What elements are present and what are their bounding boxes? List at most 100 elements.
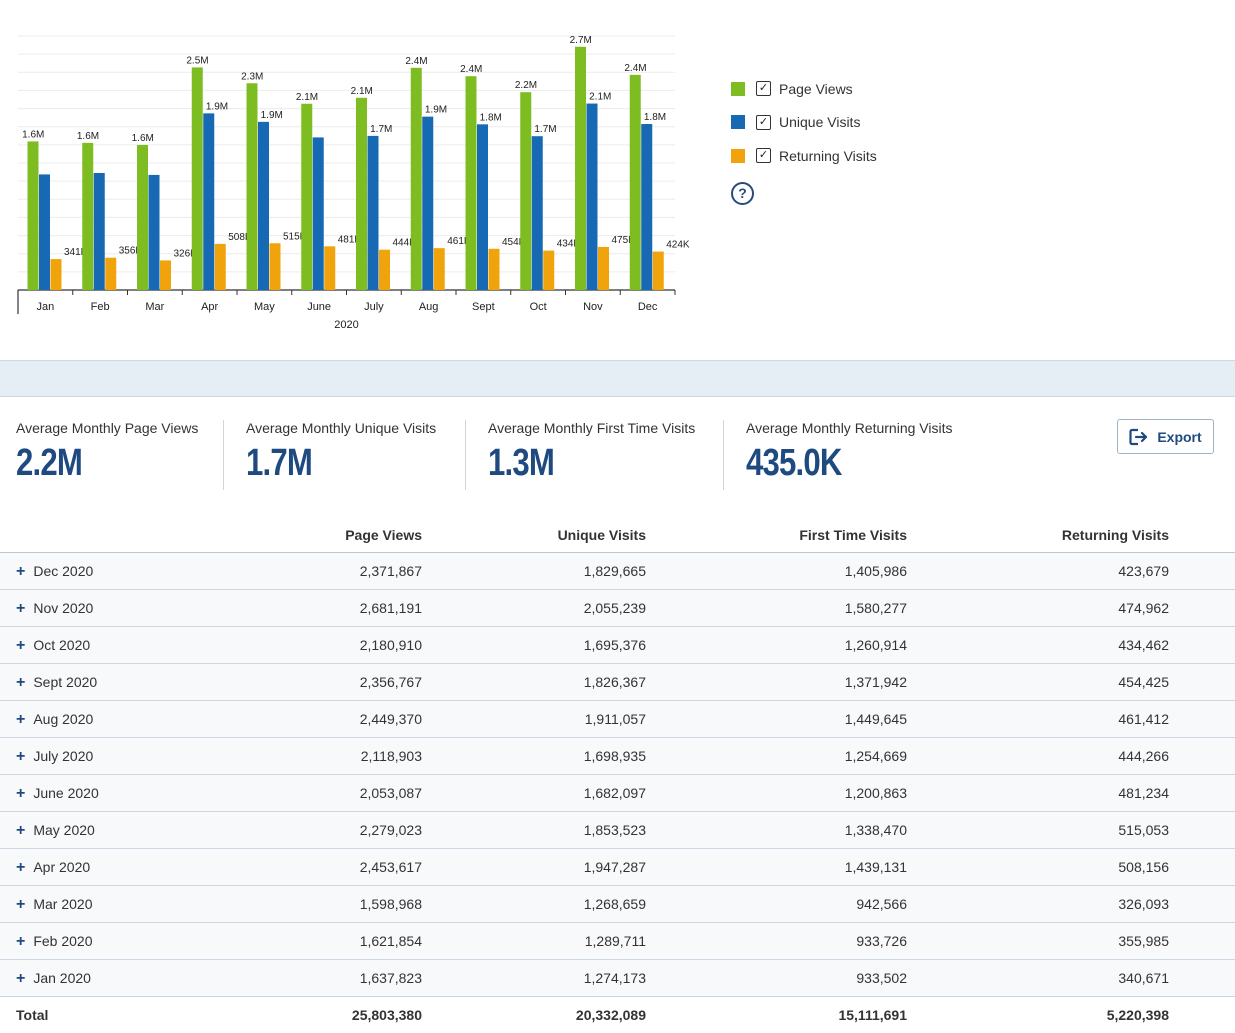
table-header-row: Page Views Unique Visits First Time Visi… bbox=[0, 518, 1235, 553]
bar-data-label: 2.5M bbox=[186, 55, 208, 66]
table-row[interactable]: + Aug 2020 2,449,370 1,911,057 1,449,645 461,… bbox=[0, 701, 1235, 738]
month-cell: + Nov 2020 bbox=[16, 590, 93, 627]
first-time-visits-cell: 1,254,669 bbox=[844, 748, 907, 764]
table-row[interactable]: + Oct 2020 2,180,910 1,695,376 1,260,914 434,… bbox=[0, 627, 1235, 664]
export-button[interactable]: Export bbox=[1117, 419, 1214, 454]
checkbox-icon[interactable]: ✓ bbox=[756, 81, 771, 96]
stat-label: Average Monthly Page Views bbox=[16, 420, 199, 436]
unique-visits-cell: 1,695,376 bbox=[583, 637, 646, 653]
month-cell: + Mar 2020 bbox=[16, 886, 93, 923]
total-first-time-visits: 15,111,691 bbox=[838, 1007, 907, 1023]
x-tick-label: May bbox=[254, 301, 275, 313]
expand-plus-icon[interactable]: + bbox=[16, 785, 26, 802]
page-views-cell: 2,371,867 bbox=[359, 563, 422, 579]
expand-plus-icon[interactable]: + bbox=[16, 933, 26, 950]
table-row[interactable]: + Nov 2020 2,681,191 2,055,239 1,580,277 474,… bbox=[0, 590, 1235, 627]
expand-plus-icon[interactable]: + bbox=[16, 600, 26, 617]
stat-label: Average Monthly Unique Visits bbox=[246, 420, 437, 436]
bar-unique-visits bbox=[641, 124, 653, 290]
table-row[interactable]: + May 2020 2,279,023 1,853,523 1,338,470 515,… bbox=[0, 812, 1235, 849]
bar-data-label: 1.6M bbox=[22, 129, 44, 140]
first-time-visits-cell: 933,726 bbox=[856, 933, 907, 949]
column-header-first-time-visits[interactable]: First Time Visits bbox=[799, 527, 907, 543]
monthly-table: Page Views Unique Visits First Time Visi… bbox=[0, 518, 1235, 1033]
bar-data-label: 2.7M bbox=[570, 35, 592, 46]
column-header-page-views[interactable]: Page Views bbox=[345, 527, 422, 543]
expand-plus-icon[interactable]: + bbox=[16, 748, 26, 765]
table-row[interactable]: + Mar 2020 1,598,968 1,268,659 942,566 326,09… bbox=[0, 886, 1235, 923]
unique-visits-cell: 1,829,665 bbox=[583, 563, 646, 579]
table-row[interactable]: + Jan 2020 1,637,823 1,274,173 933,502 340,67… bbox=[0, 960, 1235, 997]
question-circle-icon[interactable]: ? bbox=[731, 182, 754, 205]
bar-returning-visits bbox=[379, 249, 390, 290]
expand-plus-icon[interactable]: + bbox=[16, 822, 26, 839]
table-row[interactable]: + Sept 2020 2,356,767 1,826,367 1,371,942 454… bbox=[0, 664, 1235, 701]
bar-data-label: 1.6M bbox=[132, 133, 154, 144]
unique-visits-cell: 1,947,287 bbox=[583, 859, 646, 875]
expand-plus-icon[interactable]: + bbox=[16, 896, 26, 913]
x-tick-label: Nov bbox=[583, 301, 603, 313]
column-header-unique-visits[interactable]: Unique Visits bbox=[557, 527, 646, 543]
table-row[interactable]: + July 2020 2,118,903 1,698,935 1,254,669 444… bbox=[0, 738, 1235, 775]
month-cell: + Aug 2020 bbox=[16, 701, 93, 738]
returning-visits-cell: 340,671 bbox=[1118, 970, 1169, 986]
expand-plus-icon[interactable]: + bbox=[16, 674, 26, 691]
bar-data-label: 2.1M bbox=[296, 92, 318, 103]
legend-item-returning-visits[interactable]: ✓ Returning Visits bbox=[731, 147, 877, 164]
bar-unique-visits bbox=[367, 135, 379, 290]
bar-chart-svg: Jan 1.6M 341K Feb 1.6M 356K Mar 1.6M 326K Apr 2.5M… bbox=[17, 35, 690, 331]
returning-visits-cell: 454,425 bbox=[1118, 674, 1169, 690]
stat-value: 2.2M bbox=[16, 442, 83, 484]
table-total-row: Total 25,803,380 20,332,089 15,111,691 5… bbox=[0, 997, 1235, 1033]
x-tick-label: Sept bbox=[472, 301, 495, 313]
bar-unique-visits bbox=[586, 103, 598, 291]
bar-data-label: 2.1M bbox=[589, 92, 611, 103]
legend-swatch bbox=[731, 81, 745, 96]
bar-data-label: 424K bbox=[666, 240, 690, 251]
checkbox-icon[interactable]: ✓ bbox=[756, 114, 771, 130]
table-row[interactable]: + Dec 2020 2,371,867 1,829,665 1,405,986 423,… bbox=[0, 553, 1235, 590]
month-label: Nov 2020 bbox=[33, 600, 94, 616]
month-label: Apr 2020 bbox=[33, 859, 91, 875]
returning-visits-cell: 508,156 bbox=[1118, 859, 1169, 875]
bar-returning-visits bbox=[105, 257, 117, 290]
bar-data-label: 2.3M bbox=[241, 71, 263, 82]
section-band bbox=[0, 360, 1235, 397]
expand-plus-icon[interactable]: + bbox=[16, 711, 26, 728]
legend-item-page-views[interactable]: ✓ Page Views bbox=[731, 80, 877, 97]
bar-data-label: 1.8M bbox=[480, 112, 502, 123]
returning-visits-cell: 444,266 bbox=[1118, 748, 1169, 764]
unique-visits-cell: 1,268,659 bbox=[583, 896, 646, 912]
first-time-visits-cell: 933,502 bbox=[856, 970, 907, 986]
table-row[interactable]: + Feb 2020 1,621,854 1,289,711 933,726 355,98… bbox=[0, 923, 1235, 960]
returning-visits-cell: 434,462 bbox=[1118, 637, 1169, 653]
bar-unique-visits bbox=[203, 113, 215, 291]
checkbox-icon[interactable]: ✓ bbox=[756, 148, 771, 163]
expand-plus-icon[interactable]: + bbox=[16, 637, 26, 654]
stat-returning-visits: Average Monthly Returning Visits 435.0K bbox=[746, 420, 952, 485]
month-cell: + Dec 2020 bbox=[16, 553, 93, 590]
legend-item-unique-visits[interactable]: ✓ Unique Visits bbox=[731, 114, 877, 131]
bar-unique-visits bbox=[422, 116, 434, 290]
expand-plus-icon[interactable]: + bbox=[16, 563, 26, 580]
bar-page-views bbox=[246, 83, 258, 290]
stat-divider bbox=[723, 420, 724, 490]
stat-label: Average Monthly Returning Visits bbox=[746, 420, 953, 436]
bar-page-views bbox=[301, 103, 313, 290]
month-label: Dec 2020 bbox=[33, 563, 94, 579]
stat-label: Average Monthly First Time Visits bbox=[488, 420, 696, 436]
first-time-visits-cell: 1,580,277 bbox=[844, 600, 907, 616]
column-header-returning-visits[interactable]: Returning Visits bbox=[1061, 527, 1169, 543]
table-row[interactable]: + June 2020 2,053,087 1,682,097 1,200,863 481… bbox=[0, 775, 1235, 812]
expand-plus-icon[interactable]: + bbox=[16, 859, 26, 876]
page-views-cell: 2,449,370 bbox=[359, 711, 422, 727]
table-row[interactable]: + Apr 2020 2,453,617 1,947,287 1,439,131 508,… bbox=[0, 849, 1235, 886]
chart-legend: ✓ Page Views ✓ Unique Visits ✓ Returning… bbox=[731, 80, 877, 181]
month-cell: + June 2020 bbox=[16, 775, 99, 812]
expand-plus-icon[interactable]: + bbox=[16, 970, 26, 987]
bar-returning-visits bbox=[543, 250, 555, 290]
x-tick-label: Apr bbox=[201, 301, 218, 313]
bar-data-label: 1.9M bbox=[261, 110, 283, 121]
stat-value: 1.3M bbox=[488, 442, 555, 484]
page-views-cell: 1,621,854 bbox=[359, 933, 422, 949]
